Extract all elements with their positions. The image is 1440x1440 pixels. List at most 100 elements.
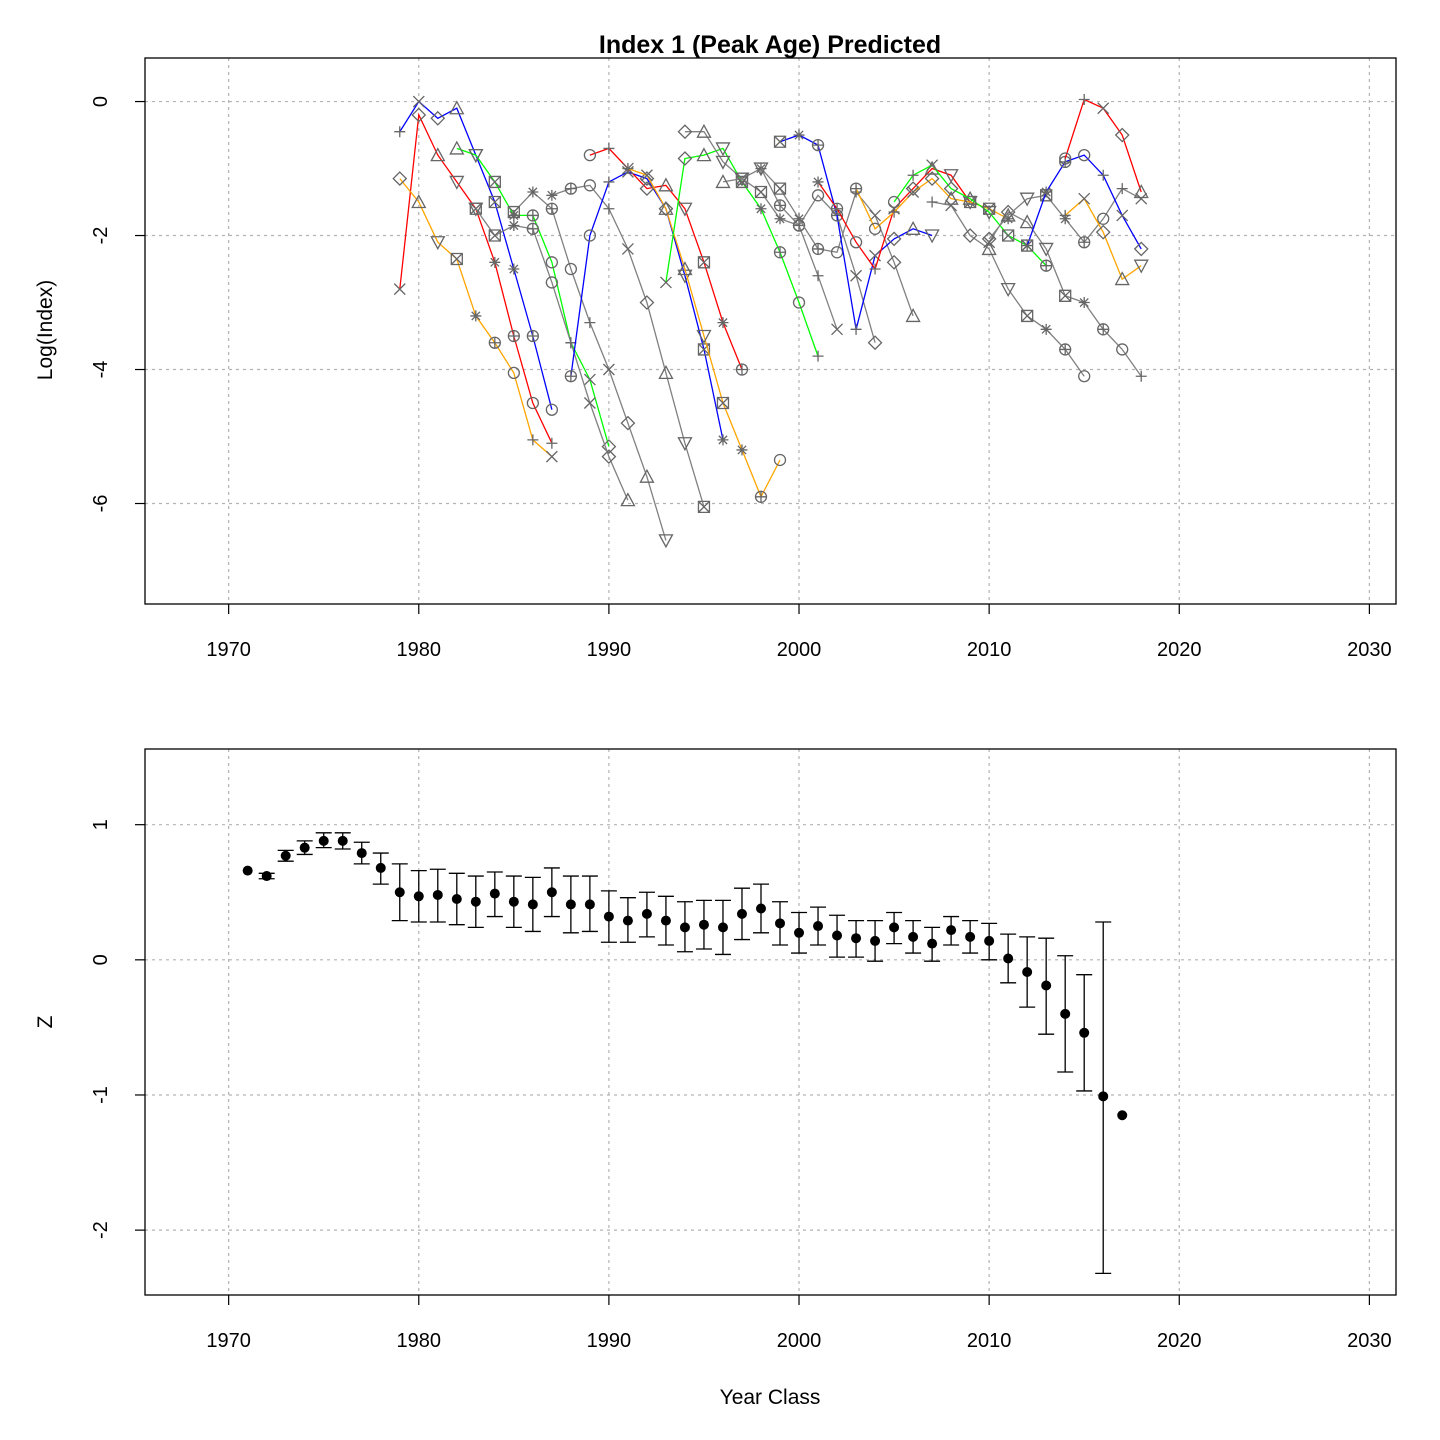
boxx-marker <box>450 252 463 266</box>
circle-plus-marker <box>736 364 748 376</box>
cross-marker <box>640 169 653 182</box>
x-tick-label: 2010 <box>967 639 1012 661</box>
circle-plus-marker <box>735 363 749 376</box>
circle-marker <box>564 262 578 276</box>
triangle-marker <box>696 147 712 162</box>
star-marker <box>1040 186 1052 198</box>
triangle-marker <box>449 140 465 155</box>
diamond-marker <box>411 107 427 123</box>
circle-plus-marker <box>811 138 825 152</box>
star-marker <box>793 129 805 141</box>
series-line <box>589 147 743 370</box>
diamond-marker <box>1114 127 1130 143</box>
z-point <box>755 903 766 914</box>
predicted-index-panel: Index 1 (Peak Age) Predicted Log(Index) … <box>34 31 1397 661</box>
z-point <box>451 894 462 905</box>
z-point <box>908 931 919 942</box>
z-estimate-panel: Z Year Class 1970 1980 1990 2000 2010 2020 203… <box>34 748 1397 1409</box>
x-tick-label: 1980 <box>397 639 442 661</box>
diamond-marker <box>924 171 940 187</box>
diamond-marker <box>392 171 408 187</box>
series-line <box>513 191 667 541</box>
x-tick-label: 1980 <box>397 1330 442 1352</box>
diamond-marker <box>981 231 997 247</box>
x-tick-label: 1970 <box>206 639 251 661</box>
boxx-marker <box>488 229 501 242</box>
cohort-series <box>392 94 1149 549</box>
triangle-marker <box>981 241 997 256</box>
cross-marker <box>926 159 939 172</box>
circle-plus-marker <box>830 202 844 215</box>
chart-title: Index 1 (Peak Age) Predicted <box>599 31 941 59</box>
cohort-series-12 <box>677 123 844 336</box>
star-marker <box>717 317 729 329</box>
circle-marker <box>545 276 559 289</box>
plus-marker <box>926 196 938 208</box>
plus-marker <box>546 437 558 449</box>
x-tick-label: 2010 <box>967 1330 1012 1352</box>
star-marker <box>755 203 767 215</box>
x-tick-label: 1970 <box>206 1330 251 1352</box>
star-marker <box>508 219 520 231</box>
down-triangle-marker <box>1133 259 1149 274</box>
down-triangle-marker <box>943 169 959 184</box>
z-point <box>1060 1008 1071 1019</box>
circle-marker <box>583 179 597 192</box>
circle-marker <box>792 296 806 309</box>
circle-marker <box>583 229 597 242</box>
cross-marker <box>659 276 672 289</box>
y-tick-label: 0 <box>90 954 112 965</box>
axes: 1970 1980 1990 2000 2010 2020 2030 0 -2 -4 -6 <box>90 96 1392 661</box>
circle-plus-marker <box>812 243 824 255</box>
plus-marker <box>812 350 824 362</box>
circle-plus-marker <box>774 246 786 258</box>
down-triangle-marker <box>924 229 940 244</box>
z-point <box>603 911 614 922</box>
boxx-marker <box>754 185 768 199</box>
diamond-marker <box>867 335 883 351</box>
triangle-marker <box>658 200 674 215</box>
circle-plus-marker <box>1059 155 1072 168</box>
z-point <box>679 922 690 933</box>
down-triangle-marker <box>753 162 769 177</box>
x-tick-label: 1990 <box>587 1330 632 1352</box>
boxx-marker <box>1021 239 1034 252</box>
down-triangle-marker <box>1038 242 1054 257</box>
circle-marker <box>526 396 539 410</box>
diamond-marker <box>886 231 902 247</box>
plus-marker <box>394 126 406 138</box>
z-point <box>851 933 862 944</box>
x-tick-label: 2000 <box>777 1330 822 1352</box>
plus-marker <box>1059 209 1071 221</box>
series-line <box>684 131 838 330</box>
circle-plus-marker <box>1059 343 1071 355</box>
x-axis-label: Year Class <box>720 1386 821 1409</box>
circle-plus-marker <box>489 337 501 349</box>
circle-plus-marker <box>1078 236 1091 249</box>
circle-plus-marker <box>773 199 787 212</box>
z-point <box>1079 1027 1090 1038</box>
series-line <box>779 134 933 330</box>
plot-frame <box>144 748 1397 1296</box>
plot-frame <box>144 57 1397 605</box>
y-tick-label: -2 <box>90 227 112 245</box>
plus-marker <box>603 203 615 215</box>
circle-plus-marker <box>1078 236 1090 248</box>
z-point <box>356 848 367 859</box>
circle-marker <box>1078 148 1091 162</box>
cross-marker <box>393 283 406 296</box>
z-point <box>1022 966 1033 977</box>
diamond-marker <box>1133 241 1149 257</box>
circle-plus-marker <box>811 242 825 256</box>
circle-marker <box>887 195 901 209</box>
series-line <box>893 164 1047 267</box>
boxx-marker <box>1059 289 1072 302</box>
cohort-series-24 <box>1059 192 1149 286</box>
diamond-marker <box>620 415 636 431</box>
x-tick-label: 2020 <box>1157 1330 1202 1352</box>
cross-marker <box>907 186 920 198</box>
down-triangle-marker <box>715 142 731 157</box>
y-tick-label: 0 <box>90 96 112 107</box>
z-point <box>813 921 824 932</box>
series-line <box>399 112 553 444</box>
